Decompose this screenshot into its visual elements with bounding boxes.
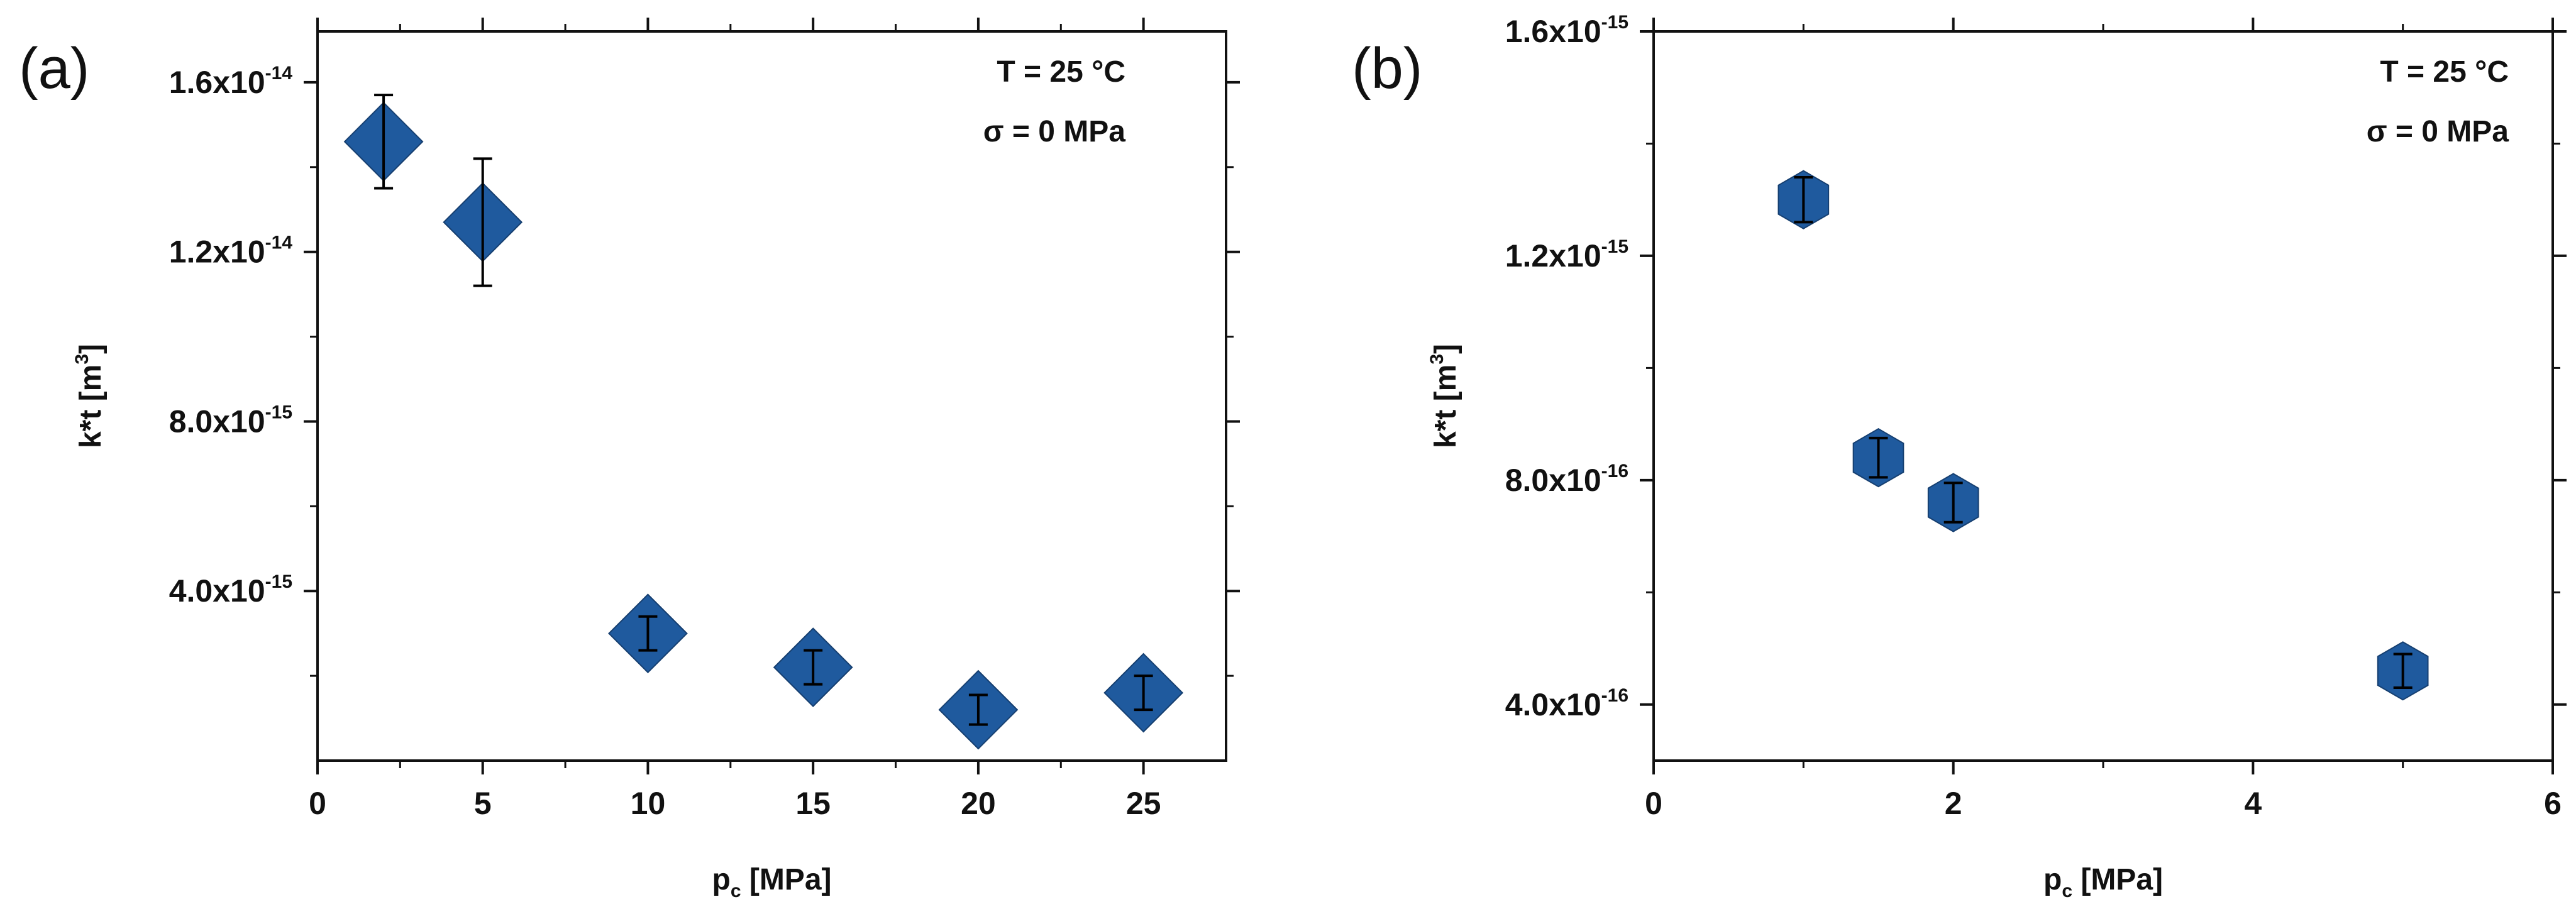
- panel-b: (b) 0 2 4 6 4.0x10-16 8.0x10-16 1.2x10-15 1.6x10…: [1352, 12, 2567, 901]
- y-tick-label: 1.2x10-14: [169, 233, 293, 270]
- y-tick-label: 1.6x10-14: [169, 63, 293, 100]
- x-tick-label: 25: [1126, 786, 1161, 821]
- x-tick-label: 20: [961, 786, 996, 821]
- data-point: [1852, 427, 1904, 488]
- x-tick-label: 2: [1945, 786, 1962, 821]
- y-tick-label: 1.2x10-15: [1505, 236, 1628, 273]
- data-point: [608, 593, 688, 674]
- annotation: σ = 0 MPa: [2367, 115, 2509, 148]
- y-tick-label: 4.0x10-15: [169, 571, 292, 608]
- y-tick-label: 8.0x10-15: [169, 402, 292, 439]
- data-point: [2377, 641, 2429, 701]
- y-tick-label: 4.0x10-16: [1505, 685, 1628, 722]
- x-tick-label: 0: [1645, 786, 1662, 821]
- x-axis-label: pc [MPa]: [712, 863, 831, 901]
- x-tick-label: 10: [631, 786, 666, 821]
- plot-frame: [316, 30, 1227, 762]
- data-point: [343, 94, 424, 190]
- y-tick-label: 1.6x10-15: [1505, 12, 1628, 49]
- x-tick-label: 15: [795, 786, 831, 821]
- panel-label: (b): [1352, 36, 1422, 101]
- y-axis-label: k*t [m3]: [72, 344, 108, 448]
- y-axis-label: k*t [m3]: [1427, 344, 1462, 448]
- panel-a: (a) 0 5 10 15 20 25 4.0x10-15 8.0x10-15 1.2x10-14…: [19, 18, 1240, 901]
- x-tick-label: 0: [309, 786, 326, 821]
- annotation: σ = 0 MPa: [983, 115, 1126, 148]
- annotation: T = 25 °C: [2380, 55, 2509, 89]
- x-tick-label: 6: [2544, 786, 2562, 821]
- data-point: [773, 627, 853, 708]
- data-point: [443, 157, 523, 287]
- x-tick-label: 5: [474, 786, 492, 821]
- data-point: [1777, 170, 1830, 229]
- data-point: [1103, 652, 1184, 733]
- data-point: [938, 669, 1019, 750]
- panel-label: (a): [19, 36, 89, 101]
- x-tick-label: 4: [2244, 786, 2262, 821]
- x-axis-label: pc [MPa]: [2043, 863, 2163, 901]
- data-point: [1927, 473, 1979, 532]
- y-tick-label: 8.0x10-16: [1505, 461, 1628, 498]
- annotation: T = 25 °C: [997, 55, 1125, 89]
